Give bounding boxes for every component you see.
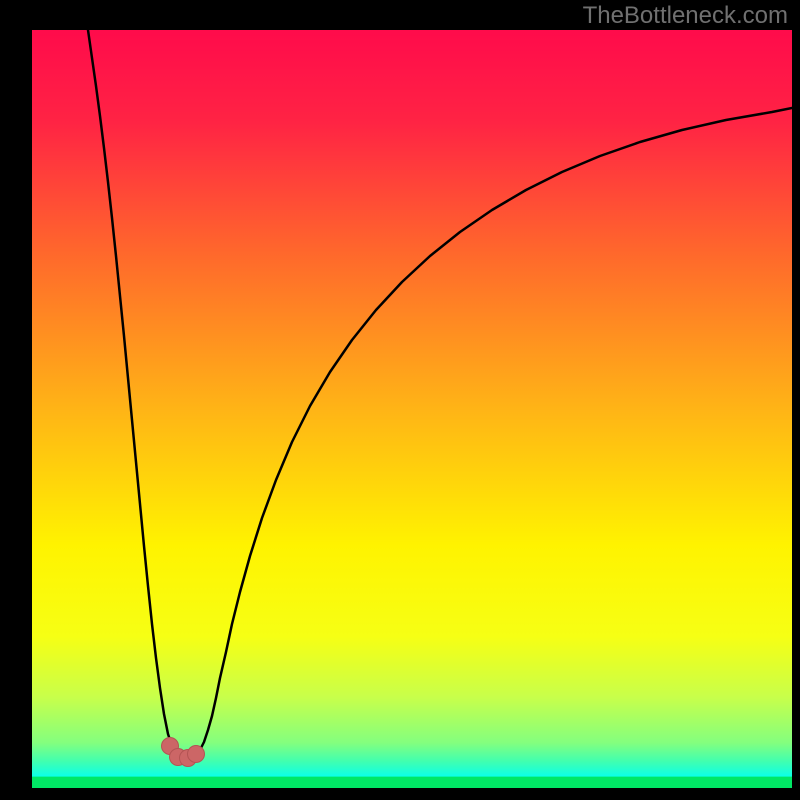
chart-frame: TheBottleneck.com: [0, 0, 800, 800]
plot-background-gradient: [32, 30, 792, 788]
bottleneck-chart: [0, 0, 800, 800]
green-band: [32, 777, 792, 788]
watermark-text: TheBottleneck.com: [583, 2, 788, 30]
valley-marker: [188, 746, 205, 763]
